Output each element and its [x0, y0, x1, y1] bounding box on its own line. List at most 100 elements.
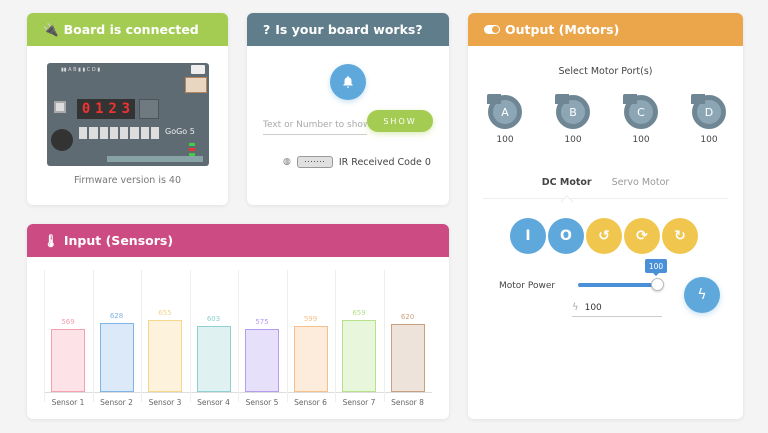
rotate-ccw-icon: ↺	[598, 228, 610, 244]
sensor-bar	[51, 329, 85, 392]
test-card-title: Is your board works?	[275, 22, 423, 37]
motor-power-slider-handle[interactable]	[651, 278, 664, 291]
board-usb-port	[191, 65, 205, 74]
board-output-ports: ▮▮ A B ▮ ▮ C D ▮	[61, 67, 101, 73]
sensor-card-title: Input (Sensors)	[63, 233, 174, 248]
sensor-input-card: 🌡 Input (Sensors) 569 Sensor 1 628 Sensor 2…	[27, 224, 449, 419]
test-card-header: ? Is your board works?	[247, 13, 449, 46]
board-display-select-button	[54, 101, 66, 113]
sensor-bar	[342, 319, 376, 392]
ir-status: ◍ IR Received Code 0	[283, 156, 431, 168]
motor-card-header: Output (Motors)	[468, 13, 743, 46]
motor-off-button[interactable]: O	[548, 218, 584, 254]
chart-gridline	[383, 270, 385, 402]
motor-on-button[interactable]: I	[510, 218, 546, 254]
sensor-bar	[390, 323, 425, 392]
rotate-cw-icon: ↻	[674, 228, 686, 244]
sensor-bar	[99, 322, 134, 392]
motor-port-d[interactable]: D 100	[691, 94, 727, 145]
power-on-icon: I	[525, 228, 531, 244]
remote-control-icon	[296, 156, 333, 168]
chart-gridline	[286, 270, 288, 402]
motor-port-c-value: 100	[632, 135, 650, 145]
sensor-value-label: 603	[206, 314, 221, 323]
sensor-bar	[245, 328, 279, 392]
motor-reverse-button[interactable]: ⟳	[624, 218, 660, 254]
sensor-category-label: Sensor 8	[391, 398, 424, 407]
gogo-board-image: ▮▮ A B ▮ ▮ C D ▮ 0 1 2 3 GoGo 5	[47, 63, 209, 166]
tab-dc-motor[interactable]: DC Motor	[542, 173, 592, 198]
sensor-card-header: 🌡 Input (Sensors)	[27, 224, 449, 257]
sensor-category-label: Sensor 6	[294, 398, 327, 407]
motor-clockwise-button[interactable]: ↻	[662, 218, 698, 254]
motor-card-title: Output (Motors)	[505, 22, 620, 37]
show-button[interactable]: SHOW	[367, 110, 433, 132]
board-led-matrix	[139, 99, 159, 119]
sensor-bar	[196, 325, 231, 392]
board-input-ports	[79, 127, 159, 139]
board-expansion-connector	[107, 156, 203, 162]
board-beeper	[51, 129, 73, 151]
board-card-header: 🔌 Board is connected	[27, 13, 228, 46]
board-i2c-port	[185, 77, 207, 93]
firmware-version-text: Firmware version is 40	[73, 175, 182, 186]
motor-port-a-value: 100	[496, 135, 514, 145]
display-text-input[interactable]	[263, 115, 367, 135]
board-seven-segment-display: 0 1 2 3	[77, 99, 135, 119]
chart-gridline	[92, 270, 94, 402]
motor-port-a[interactable]: A 100	[487, 94, 523, 145]
motor-power-input[interactable]	[584, 302, 645, 313]
motor-control-buttons: I O ↺ ⟳ ↻	[510, 218, 698, 254]
plug-icon: 🔌	[43, 21, 59, 37]
sensor-value-label: 575	[255, 317, 269, 326]
board-test-card: ? Is your board works? SHOW ◍ IR Receive…	[247, 13, 449, 205]
power-off-icon: O	[560, 228, 572, 244]
sensor-category-label: Sensor 3	[148, 398, 182, 407]
motor-port-c-icon[interactable]: C	[623, 94, 658, 129]
toggle-icon	[484, 25, 500, 34]
chart-gridline	[141, 270, 142, 402]
sensor-bar	[148, 319, 182, 392]
sensor-category-label: Sensor 7	[342, 398, 376, 407]
sensor-value-label: 655	[158, 308, 172, 317]
sensor-value-label: 659	[352, 308, 366, 317]
sensor-category-label: Sensor 1	[51, 398, 85, 407]
tab-servo-motor[interactable]: Servo Motor	[611, 177, 670, 188]
motor-port-selector: A 100 B 100 C 100 D 100	[487, 94, 727, 145]
motor-port-c[interactable]: C 100	[623, 94, 659, 145]
chart-gridline	[238, 270, 239, 402]
select-motor-port-label: Select Motor Port(s)	[558, 66, 653, 77]
ir-received-code: IR Received Code 0	[338, 156, 431, 168]
sensor-value-label: 599	[303, 315, 318, 324]
thermometer-icon: 🌡	[43, 232, 59, 248]
motor-power-label: Motor Power	[499, 281, 556, 291]
sensor-bar-chart: 569 Sensor 1 628 Sensor 2 655 Sensor 3 603 Sens…	[44, 270, 432, 407]
sensor-category-label: Sensor 5	[245, 398, 279, 407]
motor-power-slider-tooltip: 100	[645, 259, 667, 276]
motor-port-a-icon[interactable]: A	[487, 94, 522, 129]
sensor-category-label: Sensor 2	[100, 398, 133, 407]
chart-gridline	[189, 270, 191, 402]
sensor-bar	[293, 326, 328, 392]
chart-gridline	[44, 270, 45, 402]
sensor-value-label: 620	[400, 312, 415, 321]
beep-button[interactable]	[330, 64, 366, 100]
ir-sensor-icon: ◍	[283, 157, 291, 167]
board-name: GoGo 5	[165, 127, 195, 136]
bell-icon	[343, 76, 353, 88]
motor-output-card: Output (Motors) Select Motor Port(s) A 1…	[468, 13, 743, 419]
motor-port-d-value: 100	[700, 135, 718, 145]
motor-power-slider-track[interactable]	[578, 283, 658, 287]
board-leds	[189, 143, 195, 156]
motor-counterclockwise-button[interactable]: ↺	[586, 218, 622, 254]
motor-port-b-icon[interactable]: B	[555, 94, 590, 129]
bolt-icon: ϟ	[572, 302, 579, 313]
reverse-icon: ⟳	[636, 228, 648, 244]
motor-port-d-icon[interactable]: D	[691, 94, 726, 129]
board-card-title: Board is connected	[63, 22, 199, 37]
board-status-card: 🔌 Board is connected ▮▮ A B ▮ ▮ C D ▮ 0 …	[27, 13, 228, 205]
chart-gridline	[335, 270, 336, 402]
motor-port-b[interactable]: B 100	[555, 94, 591, 145]
set-power-button[interactable]: ϟ	[684, 277, 720, 313]
question-icon: ?	[263, 22, 271, 37]
